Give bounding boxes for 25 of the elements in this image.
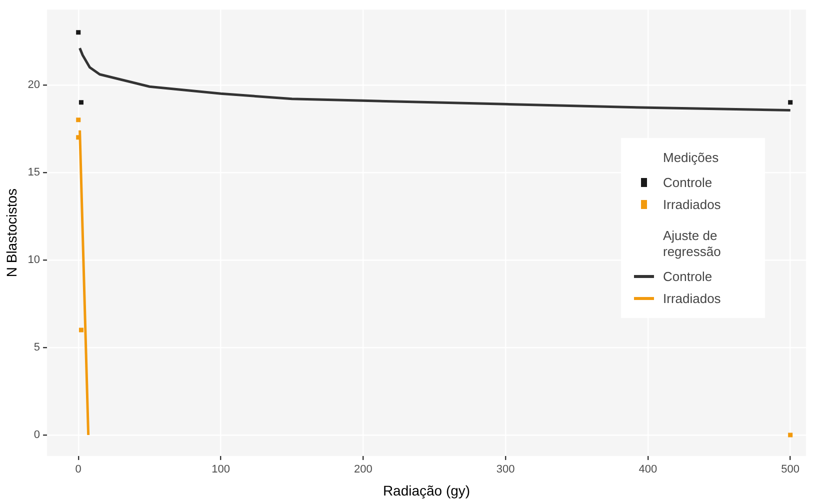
- y-tick-label: 10: [28, 254, 40, 266]
- x-tick-label: 300: [496, 464, 515, 476]
- y-axis-title: N Blastocistos: [3, 188, 20, 278]
- y-tick-label: 20: [28, 78, 40, 91]
- y-tick-label: 15: [28, 166, 40, 178]
- legend-label: Irradiados: [663, 291, 721, 306]
- legend-label: Irradiados: [663, 197, 721, 212]
- text: Ajuste de regressão: [663, 228, 721, 259]
- legend-label: Controle: [663, 175, 712, 190]
- x-tick-label: 0: [75, 464, 82, 476]
- x-tick-label: 200: [354, 464, 372, 476]
- y-tick-label: 0: [34, 429, 40, 442]
- point: [78, 328, 84, 332]
- y-tick-label: 5: [34, 341, 40, 354]
- point: [788, 432, 793, 438]
- x-tick-label: 100: [212, 464, 230, 476]
- point: [788, 100, 793, 105]
- x-axis-title: Radiação (gy): [382, 482, 470, 498]
- point: [78, 100, 84, 105]
- x-tick-label: 500: [781, 464, 800, 476]
- point: [76, 118, 81, 122]
- legend-label: Controle: [663, 269, 712, 284]
- x-tick-label: 400: [638, 464, 658, 476]
- point: [76, 30, 81, 35]
- text: Medições: [663, 150, 719, 165]
